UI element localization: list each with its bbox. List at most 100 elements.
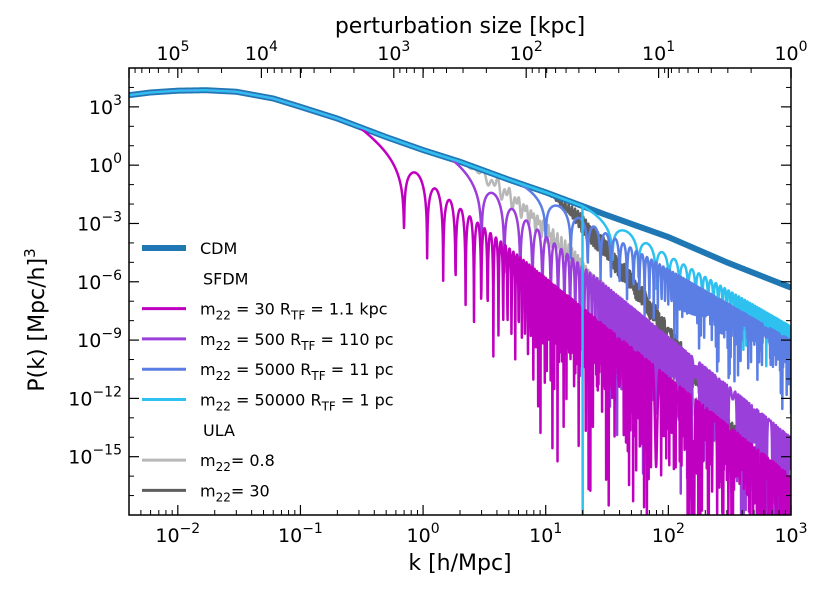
x-tick-label: 100: [407, 521, 440, 547]
y-tick-label-mantissa: 10: [68, 388, 92, 410]
legend-label-part: = 1.1 kpc: [305, 300, 387, 319]
x-tick-label-exponent: 0: [431, 521, 440, 537]
x-tick-label-mantissa: 10: [529, 525, 553, 547]
top-tick-label-exponent: 4: [269, 39, 278, 55]
legend-label-part: 22: [216, 460, 231, 474]
legend-label-part: = 500 R: [231, 330, 301, 349]
y-tick-label-exponent: −6: [101, 268, 122, 284]
y-tick-label-mantissa: 10: [89, 97, 113, 119]
top-tick-label-mantissa: 10: [245, 43, 269, 65]
y-tick-label-mantissa: 10: [68, 447, 92, 469]
legend-label-part: = 1 pc: [336, 391, 394, 410]
legend-label-part: = 50000 R: [231, 391, 322, 410]
y-tick-label: 10−12: [68, 384, 122, 410]
legend-label-part: 22: [216, 400, 231, 414]
sfdm-overlap-line: [129, 88, 584, 515]
legend-label-part: = 5000 R: [231, 360, 312, 379]
legend-label-2: m22 = 30 RTF = 1.1 kpc: [200, 300, 388, 323]
legend-label-7: m22= 0.8: [200, 451, 275, 474]
y-axis-label-text: P(k) [Mpc/h]: [25, 258, 50, 392]
x-tick-label: 102: [652, 521, 685, 547]
legend-label-part: 22: [216, 490, 231, 504]
top-tick-label: 105: [156, 39, 189, 65]
top-tick-label-exponent: 2: [534, 39, 543, 55]
y-axis-label: P(k) [Mpc/h]3: [21, 248, 50, 391]
legend-label-6: ULA: [203, 421, 235, 440]
top-tick-label-exponent: 5: [181, 39, 190, 55]
legend-label-3: m22 = 500 RTF = 110 pc: [200, 330, 394, 353]
y-axis-label-exponent: 3: [21, 248, 39, 258]
x-tick-label-exponent: −1: [302, 521, 323, 537]
legend-label-part: = 30 R: [231, 300, 291, 319]
x-tick-label-exponent: 2: [676, 521, 685, 537]
top-tick-label-exponent: 3: [401, 39, 410, 55]
top-tick-label-mantissa: 10: [510, 43, 534, 65]
series-line-4: [129, 88, 791, 382]
legend-label-part: m: [200, 451, 216, 470]
y-tick-label-mantissa: 10: [77, 330, 101, 352]
y-tick-label-exponent: −9: [101, 326, 122, 342]
y-tick-label-exponent: −15: [92, 443, 122, 459]
legend-label-part: m: [200, 391, 216, 410]
series-line-0: [129, 87, 791, 291]
x-tick-label: 10−1: [278, 521, 323, 547]
legend-label-1: SFDM: [203, 269, 248, 288]
x-tick-label-mantissa: 10: [278, 525, 302, 547]
y-tick-label-exponent: −3: [101, 209, 122, 225]
legend-label-part: = 11 pc: [326, 360, 394, 379]
series-layer: [129, 87, 791, 515]
top-tick-label: 102: [510, 39, 543, 65]
top-tick-label: 101: [642, 39, 675, 65]
legend-label-8: m22= 30: [200, 481, 270, 504]
legend-label-part: TF: [300, 339, 315, 353]
legend-label-part: 22: [216, 339, 231, 353]
top-tick-label-mantissa: 10: [156, 43, 180, 65]
y-tick-label-exponent: 0: [113, 151, 122, 167]
y-tick-label-exponent: −12: [92, 384, 122, 400]
x-tick-label-mantissa: 10: [407, 525, 431, 547]
top-axis: 105 104 103 102 101 100: [128, 39, 808, 78]
y-tick-label: 103: [89, 93, 122, 119]
top-tick-label-mantissa: 10: [377, 43, 401, 65]
y-tick-label: 10−3: [77, 209, 122, 235]
y-tick-label-mantissa: 10: [77, 272, 101, 294]
x-tick-label-exponent: −2: [180, 521, 201, 537]
x-tick-label-mantissa: 10: [155, 525, 179, 547]
legend-label-part: TF: [310, 369, 325, 383]
x-axis: 10−2 10−1 100 101 102 103: [128, 68, 808, 547]
top-axis-label: perturbation size [kpc]: [335, 14, 585, 39]
x-tick-label: 101: [529, 521, 562, 547]
legend-label-part: m: [200, 481, 216, 500]
top-tick-label: 100: [774, 39, 807, 65]
legend-label-part: TF: [321, 400, 336, 414]
legend-label-part: m: [200, 300, 216, 319]
y-tick-label: 100: [89, 151, 122, 177]
x-tick-label-mantissa: 10: [774, 525, 798, 547]
top-tick-label-mantissa: 10: [774, 43, 798, 65]
x-tick-label-exponent: 1: [553, 521, 562, 537]
y-tick-label: 10−6: [77, 268, 122, 294]
legend-label-part: = 30: [231, 481, 270, 500]
legend-label-part: = 0.8: [231, 451, 275, 470]
top-tick-label-exponent: 1: [666, 39, 675, 55]
top-tick-label: 104: [245, 39, 278, 65]
y-tick-label-mantissa: 10: [89, 155, 113, 177]
top-tick-label-exponent: 0: [799, 39, 808, 55]
x-axis-label: k [h/Mpc]: [408, 551, 511, 576]
legend-label-part: = 110 pc: [315, 330, 393, 349]
legend-label-part: TF: [290, 309, 305, 323]
legend-label-part: m: [200, 330, 216, 349]
x-tick-label: 10−2: [155, 521, 200, 547]
y-tick-label: 10−9: [77, 326, 122, 352]
legend-label-4: m22 = 5000 RTF = 11 pc: [200, 360, 394, 383]
legend-label-part: m: [200, 360, 216, 379]
x-tick-label-exponent: 3: [799, 521, 808, 537]
legend-label-0: CDM: [200, 239, 237, 258]
legend-label-part: 22: [216, 309, 231, 323]
x-tick-label-mantissa: 10: [652, 525, 676, 547]
y-tick-label-exponent: 3: [113, 93, 122, 109]
y-tick-label-mantissa: 10: [77, 213, 101, 235]
